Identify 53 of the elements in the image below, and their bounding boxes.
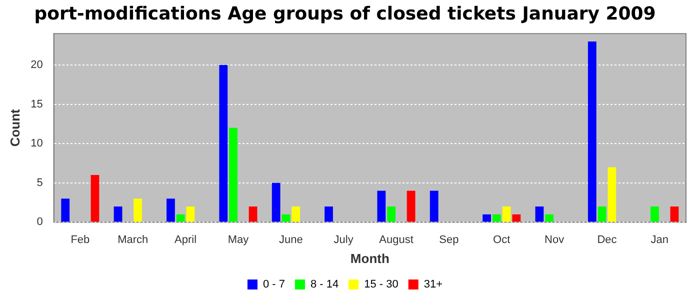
y-tick-label: 5 bbox=[36, 176, 43, 189]
bar bbox=[482, 214, 491, 222]
bar bbox=[292, 206, 300, 222]
x-tick-label: Dec bbox=[597, 234, 618, 246]
bar bbox=[650, 206, 659, 222]
bar bbox=[512, 214, 521, 222]
bar bbox=[282, 214, 290, 222]
bar bbox=[219, 65, 228, 222]
x-tick-label: July bbox=[334, 234, 354, 246]
bar bbox=[186, 206, 195, 222]
x-tick-label: Nov bbox=[544, 234, 565, 246]
bar bbox=[430, 190, 438, 222]
bar bbox=[535, 206, 544, 222]
bar bbox=[114, 206, 122, 222]
bar bbox=[377, 190, 386, 222]
bar bbox=[545, 214, 554, 222]
x-tick-label: Sep bbox=[439, 234, 459, 246]
chart-title: port-modifications Age groups of closed tickets January 2009 bbox=[34, 3, 656, 24]
bar bbox=[588, 41, 596, 222]
bar bbox=[492, 214, 501, 222]
x-tick-label: May bbox=[228, 234, 250, 246]
x-tick-label: June bbox=[278, 234, 303, 246]
bar bbox=[61, 198, 70, 222]
bar bbox=[166, 198, 175, 222]
x-tick-label: Jan bbox=[650, 234, 669, 246]
y-tick-label: 15 bbox=[30, 98, 43, 110]
bar bbox=[176, 214, 185, 222]
bar bbox=[134, 198, 142, 222]
bar bbox=[608, 167, 616, 222]
bar bbox=[670, 206, 679, 222]
x-tick-label: March bbox=[118, 234, 148, 246]
bar bbox=[229, 128, 238, 222]
y-axis-title: Count bbox=[7, 108, 22, 147]
bar bbox=[248, 206, 258, 222]
x-axis-title: Month bbox=[350, 250, 390, 266]
x-tick-label: April bbox=[174, 234, 197, 246]
y-tick-label: 20 bbox=[30, 59, 43, 72]
y-tick-label: 10 bbox=[30, 138, 43, 150]
bar bbox=[502, 206, 511, 222]
bar bbox=[598, 206, 606, 222]
bar bbox=[406, 190, 416, 222]
y-tick-label: 0 bbox=[36, 216, 43, 228]
bar bbox=[387, 206, 396, 222]
x-tick-label: Oct bbox=[493, 234, 510, 246]
x-tick-label: August bbox=[379, 234, 414, 246]
legend-label: 0 - 7 bbox=[262, 278, 285, 291]
legend-label: 31+ bbox=[424, 278, 443, 291]
bar bbox=[90, 175, 100, 222]
x-tick-label: Feb bbox=[70, 234, 90, 246]
bar bbox=[324, 206, 333, 222]
legend-label: 8 - 14 bbox=[310, 278, 339, 291]
legend-label: 15 - 30 bbox=[364, 278, 398, 291]
bar bbox=[272, 182, 280, 222]
